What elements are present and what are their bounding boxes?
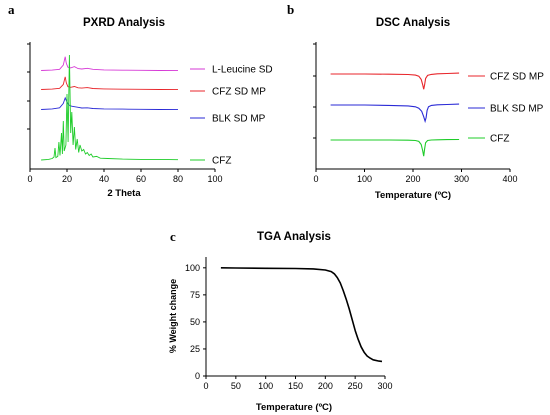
panel-c-x-tick-label: 300 xyxy=(377,381,392,391)
panel-c-x-tick-label: 250 xyxy=(348,381,363,391)
panel-a-legend-label: L-Leucine SD xyxy=(212,65,273,76)
panel-a: a PXRD Analysis 0 20 40 60 80 100 L-Leucine S… xyxy=(8,2,273,199)
panel-a-x-tick-label: 100 xyxy=(207,174,222,184)
panel-c-ylabel: % Weight change xyxy=(168,279,178,353)
panel-c-letter: c xyxy=(170,229,176,244)
panel-c-x-tick-label: 200 xyxy=(318,381,333,391)
panel-c-x-tick-label: 100 xyxy=(258,381,273,391)
panel-c-x-tick-label: 0 xyxy=(203,381,208,391)
panel-b-series-line xyxy=(330,138,460,157)
panel-a-title: PXRD Analysis xyxy=(83,17,165,29)
panel-a-legend-label: BLK SD MP xyxy=(212,114,266,125)
panel-c-series-line xyxy=(220,267,383,363)
panel-b-title: DSC Analysis xyxy=(376,17,450,29)
panel-b-series-line xyxy=(330,72,460,90)
panel-a-series-line xyxy=(41,96,179,111)
panel-b-x-tick-label: 200 xyxy=(405,174,420,184)
panel-a-letter: a xyxy=(8,2,15,17)
panel-a-x-tick-label: 80 xyxy=(173,174,183,184)
panel-c-x-tick-label: 50 xyxy=(231,381,241,391)
panel-c: c TGA Analysis 0 50 100 150 200 250 300 0 25 50 75… xyxy=(168,229,393,413)
panel-b-series-line xyxy=(330,103,460,124)
panel-b-series xyxy=(330,72,460,157)
panel-c-y-tick-label: 50 xyxy=(190,317,200,327)
panel-b-legend-label: CFZ SD MP xyxy=(490,72,544,83)
panel-b-letter: b xyxy=(287,2,294,17)
panel-c-y-tick-label: 0 xyxy=(195,371,200,381)
panel-b-xlabel: Temperature (ºC) xyxy=(375,190,451,201)
panel-a-series xyxy=(41,54,179,161)
panel-b-x-tick-label: 100 xyxy=(357,174,372,184)
panel-a-legend-label: CFZ xyxy=(212,156,231,167)
panel-c-y-tick-label: 25 xyxy=(190,344,200,354)
panel-b-legend: CFZ SD MP BLK SD MP CFZ xyxy=(468,72,544,145)
panel-a-xlabel: 2 Theta xyxy=(107,188,141,199)
panel-c-series xyxy=(220,267,383,363)
panel-a-x-tick-label: 60 xyxy=(136,174,146,184)
panel-b-x-tick-label: 0 xyxy=(313,174,318,184)
panel-a-x-tick-label: 40 xyxy=(99,174,109,184)
panel-c-y-tick-label: 100 xyxy=(185,263,200,273)
panel-b-axes: 0 100 200 300 400 xyxy=(313,42,518,184)
panel-a-series-line xyxy=(41,54,179,161)
panel-c-axes: 0 50 100 150 200 250 300 0 25 50 75 100 xyxy=(185,257,393,391)
panel-c-y-tick-label: 75 xyxy=(190,290,200,300)
panel-a-x-tick-label: 20 xyxy=(62,174,72,184)
panel-c-x-tick-label: 150 xyxy=(288,381,303,391)
panel-b: b DSC Analysis 0 100 200 300 400 CFZ SD MP BL… xyxy=(287,2,544,201)
panel-a-axes: 0 20 40 60 80 100 xyxy=(27,42,223,184)
panel-b-legend-label: BLK SD MP xyxy=(490,104,544,115)
panel-c-xlabel: Temperature (ºC) xyxy=(256,402,332,413)
panel-a-legend-label: CFZ SD MP xyxy=(212,87,266,98)
panel-a-legend: L-Leucine SD CFZ SD MP BLK SD MP CFZ xyxy=(190,65,273,167)
panel-b-x-tick-label: 400 xyxy=(502,174,517,184)
panel-b-legend-label: CFZ xyxy=(490,134,509,145)
panel-a-x-tick-label: 0 xyxy=(27,174,32,184)
panel-c-title: TGA Analysis xyxy=(257,231,331,243)
panel-a-series-line xyxy=(41,76,179,91)
panel-a-series-line xyxy=(41,56,179,72)
panel-b-x-tick-label: 300 xyxy=(454,174,469,184)
